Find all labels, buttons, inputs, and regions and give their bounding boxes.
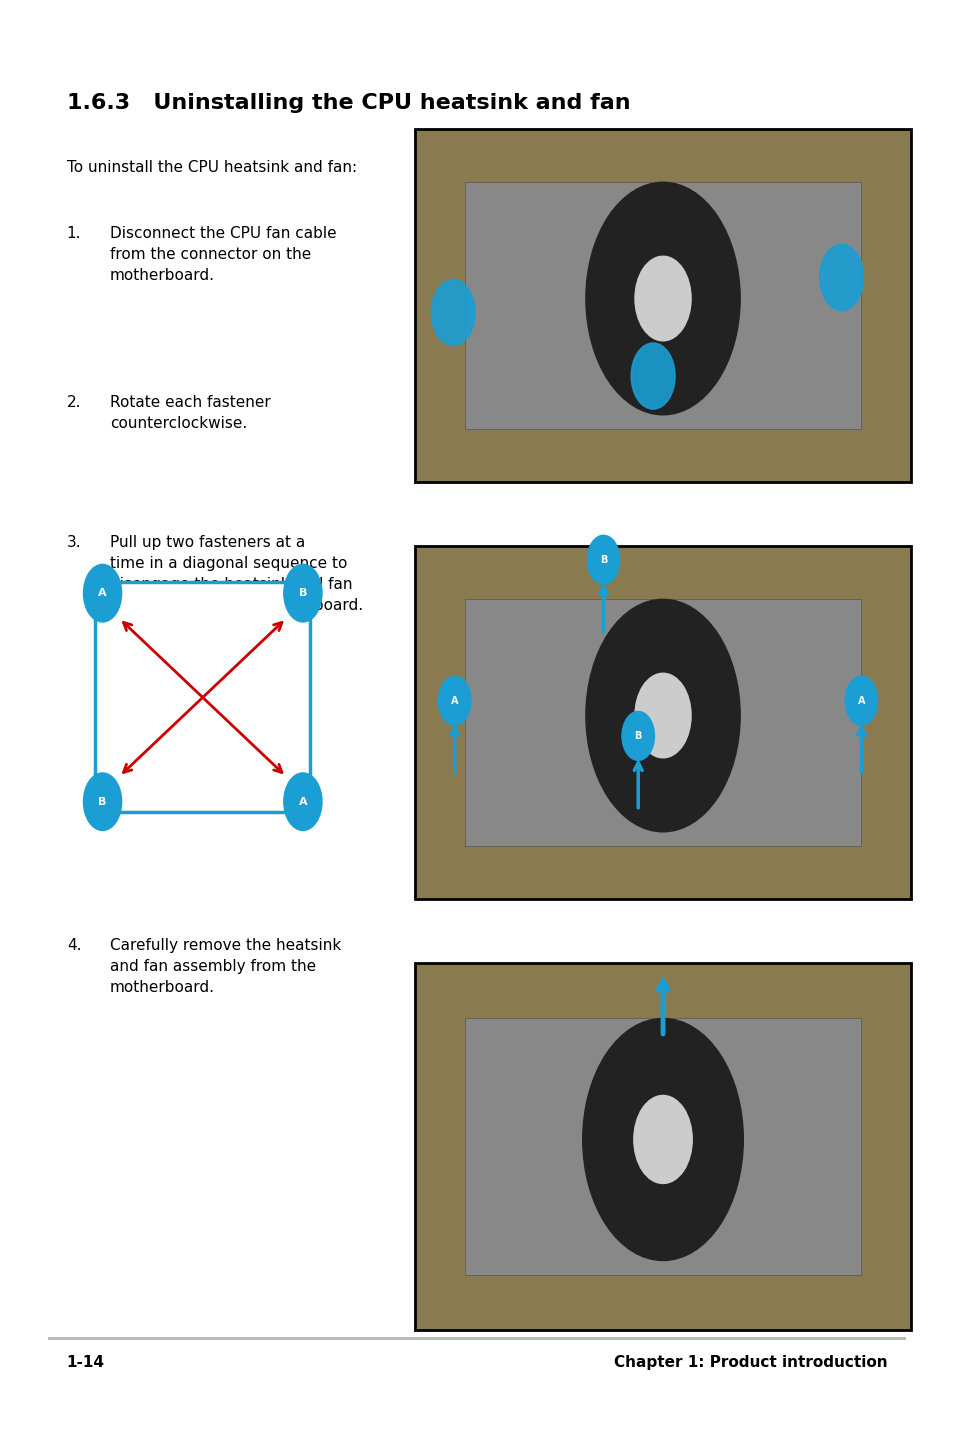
Circle shape [585, 183, 740, 414]
Text: A: A [98, 588, 107, 598]
Text: 3.: 3. [67, 535, 81, 549]
Text: Rotate each fastener
counterclockwise.: Rotate each fastener counterclockwise. [110, 395, 271, 431]
Circle shape [587, 535, 619, 584]
Text: B: B [298, 588, 307, 598]
Circle shape [635, 256, 690, 341]
Circle shape [431, 279, 475, 345]
Circle shape [582, 1018, 742, 1261]
Bar [415, 129, 910, 482]
Text: Carefully remove the heatsink
and fan assembly from the
motherboard.: Carefully remove the heatsink and fan as… [110, 938, 340, 995]
Circle shape [84, 564, 122, 621]
Circle shape [438, 676, 471, 725]
Bar [418, 969, 906, 1324]
Circle shape [819, 244, 862, 311]
Circle shape [844, 676, 877, 725]
Circle shape [284, 564, 321, 621]
Circle shape [84, 774, 122, 830]
Text: A: A [298, 797, 307, 807]
Text: To uninstall the CPU heatsink and fan:: To uninstall the CPU heatsink and fan: [67, 160, 356, 174]
Text: B: B [634, 731, 641, 741]
Bar [95, 582, 310, 812]
Circle shape [284, 774, 321, 830]
Circle shape [621, 712, 654, 761]
Bar [418, 135, 906, 476]
Text: Chapter 1: Product introduction: Chapter 1: Product introduction [613, 1355, 886, 1369]
Bar [464, 183, 861, 429]
Bar [464, 600, 861, 846]
Text: B: B [98, 797, 107, 807]
Text: 1.6.3   Uninstalling the CPU heatsink and fan: 1.6.3 Uninstalling the CPU heatsink and … [67, 93, 630, 114]
Text: 1-14: 1-14 [67, 1355, 105, 1369]
Text: 4.: 4. [67, 938, 81, 952]
Bar [464, 1018, 861, 1276]
Text: Pull up two fasteners at a
time in a diagonal sequence to
disengage the heatsink: Pull up two fasteners at a time in a dia… [110, 535, 362, 613]
Bar [415, 546, 910, 899]
Text: 2.: 2. [67, 395, 81, 410]
Text: A: A [451, 696, 458, 706]
Circle shape [585, 600, 740, 831]
Circle shape [635, 673, 690, 758]
Bar [418, 552, 906, 893]
Bar [415, 963, 910, 1330]
Bar [48, 1337, 905, 1340]
Circle shape [631, 344, 675, 410]
Text: B: B [599, 555, 606, 565]
Circle shape [633, 1096, 692, 1183]
Text: A: A [857, 696, 864, 706]
Text: Disconnect the CPU fan cable
from the connector on the
motherboard.: Disconnect the CPU fan cable from the co… [110, 226, 336, 283]
Text: 1.: 1. [67, 226, 81, 240]
